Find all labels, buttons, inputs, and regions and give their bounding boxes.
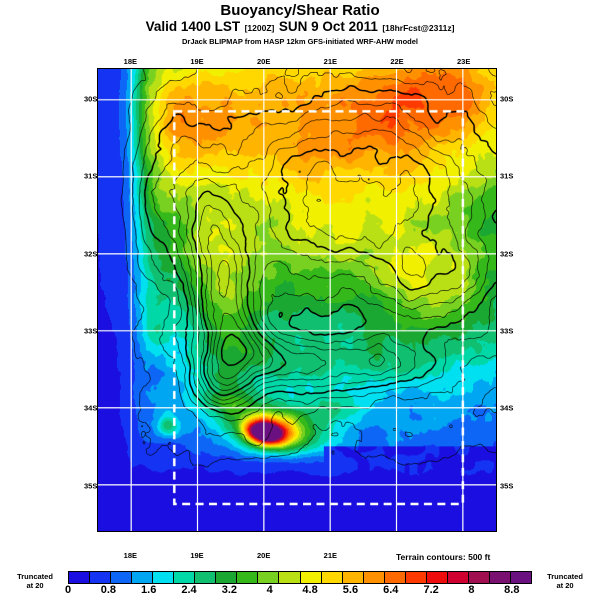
model-credit: DrJack BLIPMAP from HASP 12km GFS-initia… — [181, 37, 418, 46]
axis-tick-right-34S: 34S — [500, 403, 514, 413]
axis-tick-right-35S: 35S — [500, 481, 514, 491]
colorbar-swatch-20 — [489, 572, 511, 583]
axis-tick-top-21E: 21E — [323, 57, 338, 66]
axis-tick-top-19E: 19E — [190, 57, 204, 66]
colorbar-swatch-21 — [510, 572, 532, 583]
colorbar-swatch-15 — [384, 572, 406, 583]
map-plot-area[interactable] — [97, 68, 497, 532]
colorbar-swatch-19 — [468, 572, 490, 583]
axis-tick-right-33S: 33S — [500, 326, 514, 336]
colorbar-swatch-10 — [279, 572, 301, 583]
valid-time-label: Valid 1400 LST — [145, 19, 241, 34]
colorbar-tick-3.2: 3.2 — [221, 584, 238, 596]
axis-tick-top-18E: 18E — [123, 57, 138, 66]
colorbar-tick-8: 8 — [468, 584, 475, 596]
colorbar-tick-5.6: 5.6 — [342, 584, 359, 596]
colorbar-tick-8.8: 8.8 — [504, 584, 520, 596]
axis-tick-right-30S: 30S — [500, 94, 514, 104]
colorbar-tick-0: 0 — [64, 584, 72, 596]
truncated-right-note: Truncated at 20 — [536, 572, 594, 590]
buoyancy-shear-heatmap — [98, 69, 496, 531]
axis-tick-bottom-19E: 19E — [190, 551, 204, 560]
colorbar-swatch-18 — [447, 572, 469, 583]
axis-tick-bottom-21E: 21E — [323, 551, 338, 560]
colorbar-tick-4.8: 4.8 — [302, 584, 318, 596]
colorbar[interactable] — [68, 571, 532, 584]
axis-tick-bottom-18E: 18E — [123, 551, 138, 560]
colorbar-swatch-17 — [426, 572, 448, 583]
page-title: Buoyancy/Shear Ratio — [220, 2, 380, 19]
truncated-left-line1: Truncated — [17, 572, 53, 581]
colorbar-tick-7.2: 7.2 — [423, 584, 439, 596]
truncated-right-line2: at 20 — [556, 581, 574, 590]
colorbar-tick-6.4: 6.4 — [383, 584, 399, 596]
valid-date-label: SUN 9 Oct 2011 — [278, 19, 378, 34]
colorbar-tick-1.6: 1.6 — [141, 584, 157, 596]
colorbar-swatch-6 — [195, 572, 217, 583]
colorbar-swatch-14 — [363, 572, 385, 583]
axis-tick-bottom-20E: 20E — [256, 551, 271, 560]
axis-tick-left-33S: 33S — [84, 326, 98, 336]
subtitle: Valid 1400 LST [1200Z] SUN 9 Oct 2011 [1… — [0, 19, 600, 36]
axis-tick-top-23E: 23E — [456, 57, 471, 66]
axis-tick-right-31S: 31S — [500, 171, 514, 181]
truncated-right-line1: Truncated — [547, 572, 583, 581]
header-block: Buoyancy/Shear Ratio Valid 1400 LST [120… — [0, 2, 600, 47]
colorbar-tick-4: 4 — [266, 584, 273, 596]
axis-tick-top-20E: 20E — [256, 57, 271, 66]
terrain-contour-note: Terrain contours: 500 ft — [396, 552, 491, 562]
axis-tick-left-32S: 32S — [84, 249, 98, 259]
colorbar-swatch-2 — [111, 572, 133, 583]
colorbar-swatch-11 — [300, 572, 322, 583]
colorbar-swatch-7 — [216, 572, 238, 583]
truncated-left-note: Truncated at 20 — [6, 572, 64, 590]
axis-tick-left-35S: 35S — [84, 481, 98, 491]
colorbar-tick-labels: 0 0.8 1.6 2.4 3.2 4 4.8 5.6 6.4 7.2 8 8.8 — [0, 584, 600, 598]
colorbar-tick-2.4: 2.4 — [181, 584, 197, 596]
axis-tick-left-34S: 34S — [84, 403, 98, 413]
truncated-left-line2: at 20 — [26, 581, 44, 590]
axis-tick-top-22E: 22E — [390, 57, 404, 66]
colorbar-swatch-5 — [174, 572, 196, 583]
colorbar-swatch-12 — [321, 572, 343, 583]
colorbar-tick-0.8: 0.8 — [100, 584, 116, 596]
axis-tick-left-30S: 30S — [84, 94, 98, 104]
colorbar-swatch-3 — [132, 572, 154, 583]
colorbar-swatch-8 — [237, 572, 259, 583]
colorbar-swatch-1 — [90, 572, 112, 583]
valid-utc-label: [1200Z] — [244, 23, 275, 33]
axis-tick-left-31S: 31S — [84, 171, 98, 181]
colorbar-swatch-0 — [69, 572, 91, 583]
colorbar-swatch-16 — [405, 572, 427, 583]
forecast-tag-label: [18hrFcst@2311z] — [382, 23, 455, 33]
axis-tick-right-32S: 32S — [500, 249, 514, 259]
colorbar-swatch-9 — [258, 572, 280, 583]
colorbar-swatch-4 — [153, 572, 175, 583]
colorbar-swatch-13 — [342, 572, 364, 583]
